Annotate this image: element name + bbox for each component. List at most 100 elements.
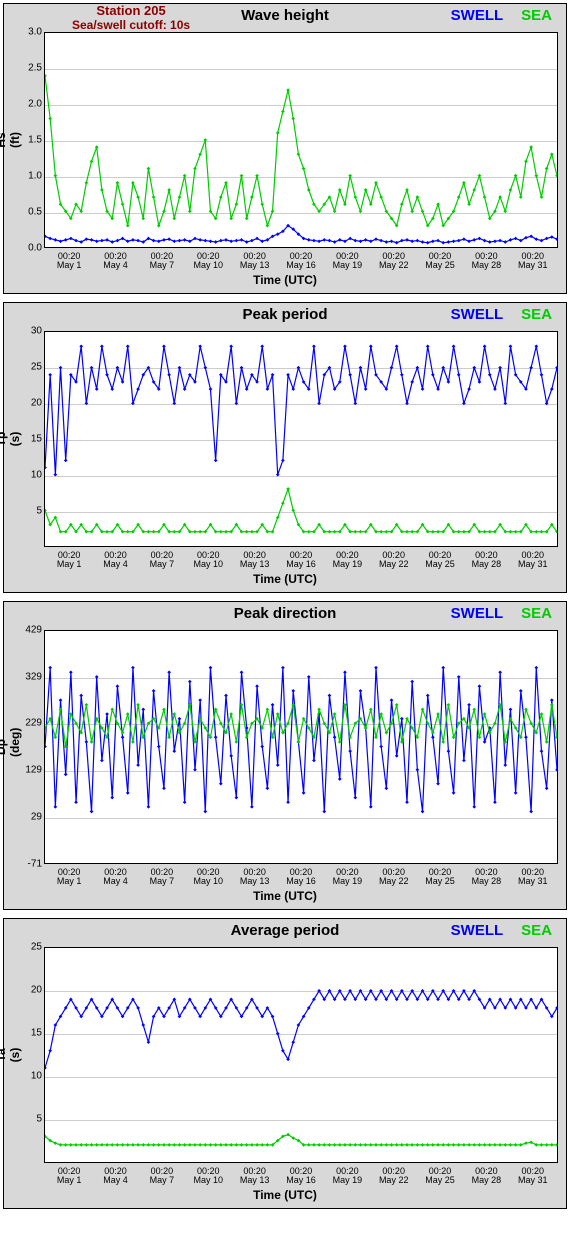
x-tick: 00:20May 10 <box>185 1167 231 1186</box>
x-tick: 00:20May 16 <box>278 868 324 887</box>
plot-area <box>44 947 558 1163</box>
chart-title: Average period <box>231 922 340 939</box>
x-tick: 00:20May 7 <box>139 1167 185 1186</box>
x-tick: 00:20May 31 <box>510 252 556 271</box>
y-tick-label: 15 <box>8 1028 42 1039</box>
y-tick-label: 429 <box>8 624 42 635</box>
legend-sea: SEA <box>521 306 552 323</box>
y-tick-label: 5 <box>8 1114 42 1125</box>
station-line1: Station 205 <box>96 3 165 18</box>
y-axis-label: Tp (s) <box>0 429 22 449</box>
x-tick: 00:20May 4 <box>92 1167 138 1186</box>
x-tick: 00:20May 7 <box>139 868 185 887</box>
x-tick: 00:20May 13 <box>231 252 277 271</box>
x-axis-label: Time (UTC) <box>4 570 566 592</box>
y-tick-label: 2.5 <box>8 63 42 74</box>
chart-title: Peak period <box>242 306 327 323</box>
y-tick-label: 3.0 <box>8 27 42 38</box>
y-tick-label: 329 <box>8 671 42 682</box>
x-axis-label: Time (UTC) <box>4 887 566 909</box>
x-tick: 00:20May 10 <box>185 551 231 570</box>
x-tick: 00:20May 25 <box>417 1167 463 1186</box>
y-tick-label: 29 <box>8 811 42 822</box>
legend-swell: SWELL <box>451 7 504 24</box>
legend: SWELL SEA <box>451 922 552 939</box>
x-tick: 00:20May 1 <box>46 1167 92 1186</box>
x-tick: 00:20May 16 <box>278 252 324 271</box>
x-tick: 00:20May 22 <box>371 1167 417 1186</box>
y-tick-label: 1.0 <box>8 171 42 182</box>
y-axis-label: Dp (deg) <box>0 737 22 757</box>
x-tick: 00:20May 25 <box>417 252 463 271</box>
x-tick: 00:20May 19 <box>324 868 370 887</box>
y-tick-label: 0.5 <box>8 207 42 218</box>
x-tick: 00:20May 31 <box>510 551 556 570</box>
plot-area <box>44 331 558 547</box>
x-ticks: 00:20May 100:20May 400:20May 700:20May 1… <box>44 868 558 887</box>
x-tick: 00:20May 13 <box>231 1167 277 1186</box>
x-axis-label: Time (UTC) <box>4 271 566 293</box>
x-tick: 00:20May 28 <box>463 868 509 887</box>
y-tick-label: 30 <box>8 325 42 336</box>
panel-average_period: Average periodSWELLSEA510152025Ta (s)00:… <box>3 918 567 1209</box>
x-tick: 00:20May 25 <box>417 868 463 887</box>
x-tick: 00:20May 28 <box>463 252 509 271</box>
x-tick: 00:20May 13 <box>231 551 277 570</box>
x-axis-label: Time (UTC) <box>4 1186 566 1208</box>
legend-swell: SWELL <box>451 306 504 323</box>
y-tick-label: -71 <box>8 858 42 869</box>
y-tick-label: 129 <box>8 765 42 776</box>
y-tick-label: 20 <box>8 397 42 408</box>
y-tick-label: 5 <box>8 505 42 516</box>
legend: SWELL SEA <box>451 306 552 323</box>
x-tick: 00:20May 7 <box>139 252 185 271</box>
chart-title: Wave height <box>241 7 329 24</box>
x-tick: 00:20May 10 <box>185 252 231 271</box>
y-axis-label: Ta (s) <box>0 1045 22 1065</box>
legend-swell: SWELL <box>451 922 504 939</box>
x-tick: 00:20May 22 <box>371 252 417 271</box>
x-tick: 00:20May 1 <box>46 551 92 570</box>
station-line2: Sea/swell cutoff: 10s <box>72 18 190 32</box>
x-tick: 00:20May 28 <box>463 1167 509 1186</box>
x-tick: 00:20May 19 <box>324 252 370 271</box>
station-label: Station 205Sea/swell cutoff: 10s <box>72 4 190 33</box>
y-tick-label: 10 <box>8 1071 42 1082</box>
x-tick: 00:20May 7 <box>139 551 185 570</box>
x-tick: 00:20May 25 <box>417 551 463 570</box>
y-axis-label: Hs (ft) <box>0 130 22 150</box>
legend-sea: SEA <box>521 605 552 622</box>
panel-peak_direction: Peak directionSWELLSEA-7129129229329429D… <box>3 601 567 910</box>
y-tick-label: 0.0 <box>8 243 42 254</box>
y-tick-label: 10 <box>8 469 42 480</box>
legend: SWELL SEA <box>451 605 552 622</box>
x-tick: 00:20May 16 <box>278 551 324 570</box>
x-tick: 00:20May 31 <box>510 1167 556 1186</box>
y-tick-label: 25 <box>8 361 42 372</box>
chart-title: Peak direction <box>234 605 337 622</box>
x-tick: 00:20May 31 <box>510 868 556 887</box>
legend-sea: SEA <box>521 7 552 24</box>
x-tick: 00:20May 10 <box>185 868 231 887</box>
x-tick: 00:20May 19 <box>324 551 370 570</box>
legend-sea: SEA <box>521 922 552 939</box>
legend: SWELL SEA <box>451 7 552 24</box>
plot-area <box>44 32 558 248</box>
x-tick: 00:20May 1 <box>46 252 92 271</box>
x-tick: 00:20May 4 <box>92 252 138 271</box>
y-tick-label: 25 <box>8 941 42 952</box>
x-tick: 00:20May 19 <box>324 1167 370 1186</box>
panel-peak_period: Peak periodSWELLSEA51015202530Tp (s)00:2… <box>3 302 567 593</box>
x-ticks: 00:20May 100:20May 400:20May 700:20May 1… <box>44 551 558 570</box>
x-tick: 00:20May 4 <box>92 551 138 570</box>
plot-area <box>44 630 558 864</box>
x-tick: 00:20May 28 <box>463 551 509 570</box>
y-tick-label: 2.0 <box>8 99 42 110</box>
x-tick: 00:20May 22 <box>371 551 417 570</box>
x-tick: 00:20May 16 <box>278 1167 324 1186</box>
panel-wave_height: Station 205Sea/swell cutoff: 10s Wave hei… <box>3 3 567 294</box>
legend-swell: SWELL <box>451 605 504 622</box>
x-tick: 00:20May 13 <box>231 868 277 887</box>
x-ticks: 00:20May 100:20May 400:20May 700:20May 1… <box>44 252 558 271</box>
x-tick: 00:20May 4 <box>92 868 138 887</box>
